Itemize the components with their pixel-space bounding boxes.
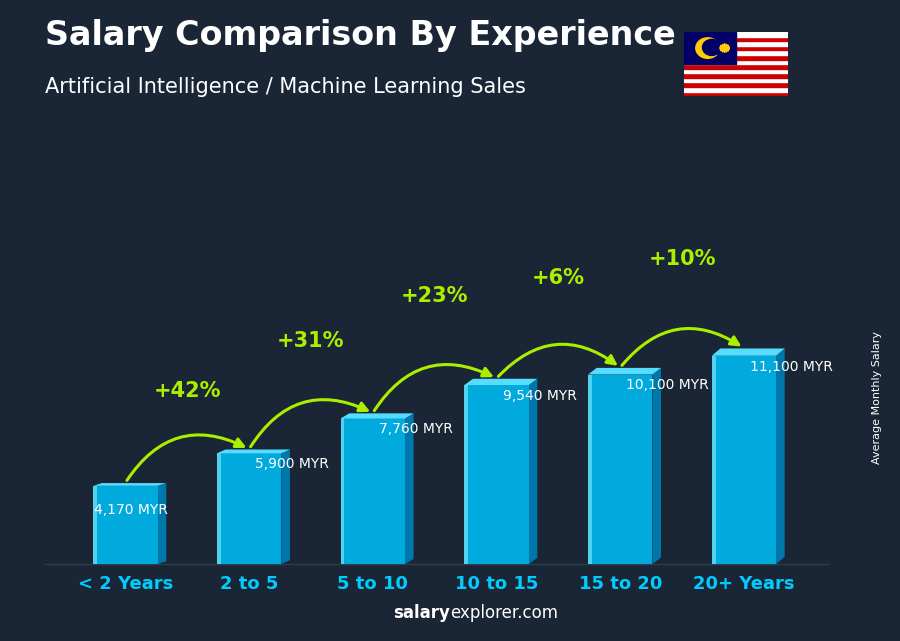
Polygon shape [217, 449, 290, 453]
Polygon shape [340, 419, 345, 564]
Text: 7,760 MYR: 7,760 MYR [379, 422, 453, 437]
Text: 5,900 MYR: 5,900 MYR [256, 457, 329, 471]
Text: +23%: +23% [400, 287, 468, 306]
Circle shape [703, 40, 721, 56]
Text: 4,170 MYR: 4,170 MYR [94, 503, 168, 517]
Text: Salary Comparison By Experience: Salary Comparison By Experience [45, 19, 676, 52]
Polygon shape [712, 349, 785, 356]
Bar [684, 51, 788, 55]
Bar [684, 32, 788, 37]
Polygon shape [652, 368, 661, 564]
Polygon shape [776, 349, 785, 564]
Bar [684, 87, 788, 92]
Polygon shape [588, 374, 652, 564]
Polygon shape [340, 419, 405, 564]
Polygon shape [720, 44, 730, 53]
Polygon shape [464, 379, 537, 385]
Polygon shape [94, 486, 97, 564]
Bar [684, 92, 788, 96]
Polygon shape [588, 374, 592, 564]
Polygon shape [94, 483, 166, 486]
Polygon shape [405, 413, 414, 564]
Polygon shape [696, 38, 718, 58]
Bar [684, 60, 788, 64]
Polygon shape [217, 453, 220, 564]
Text: 10,100 MYR: 10,100 MYR [626, 378, 709, 392]
Bar [684, 55, 788, 60]
Text: 9,540 MYR: 9,540 MYR [503, 389, 577, 403]
Bar [684, 78, 788, 83]
Text: Artificial Intelligence / Machine Learning Sales: Artificial Intelligence / Machine Learni… [45, 77, 526, 97]
Polygon shape [464, 385, 468, 564]
Bar [684, 41, 788, 46]
Polygon shape [712, 356, 776, 564]
Text: explorer.com: explorer.com [450, 604, 558, 622]
Polygon shape [158, 483, 166, 564]
Polygon shape [340, 413, 414, 419]
Polygon shape [94, 486, 158, 564]
Polygon shape [588, 368, 661, 374]
Bar [684, 73, 788, 78]
Text: +31%: +31% [277, 331, 345, 351]
Bar [684, 69, 788, 73]
Text: +6%: +6% [532, 268, 585, 288]
Bar [684, 64, 788, 69]
Bar [684, 83, 788, 87]
Text: salary: salary [393, 604, 450, 622]
Polygon shape [217, 453, 282, 564]
Bar [684, 46, 788, 51]
Bar [684, 32, 736, 64]
Polygon shape [282, 449, 290, 564]
Text: +10%: +10% [648, 249, 716, 269]
Text: 11,100 MYR: 11,100 MYR [750, 360, 832, 374]
Polygon shape [712, 356, 716, 564]
Text: +42%: +42% [154, 381, 221, 401]
Bar [684, 37, 788, 41]
Polygon shape [464, 385, 528, 564]
Polygon shape [528, 379, 537, 564]
Text: Average Monthly Salary: Average Monthly Salary [872, 331, 883, 464]
